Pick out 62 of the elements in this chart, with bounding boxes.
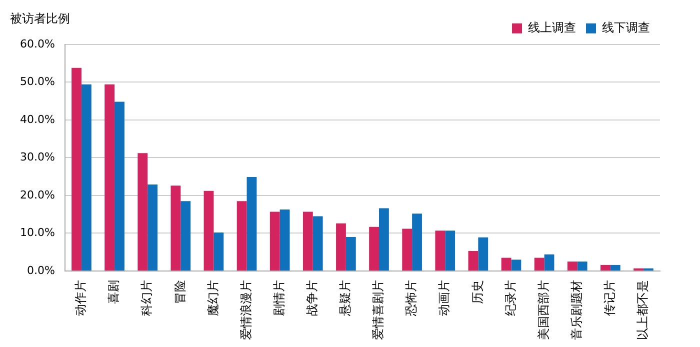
bar bbox=[544, 254, 554, 270]
bar bbox=[501, 258, 512, 270]
bar bbox=[81, 84, 92, 270]
bar bbox=[170, 186, 181, 270]
bar bbox=[280, 209, 290, 270]
x-tick-label: 美国西部片 bbox=[536, 280, 550, 340]
y-tick-label: 20.0% bbox=[20, 188, 55, 202]
x-tick-label: 喜剧 bbox=[106, 280, 121, 304]
y-tick-label: 40.0% bbox=[20, 112, 55, 126]
y-tick-label: 30.0% bbox=[20, 150, 55, 164]
x-tick-label: 以上都不是 bbox=[636, 280, 650, 340]
bar bbox=[114, 102, 124, 270]
bar bbox=[534, 258, 544, 270]
bar bbox=[180, 201, 191, 270]
legend-label: 线上调查 bbox=[528, 20, 576, 35]
bar bbox=[346, 237, 356, 270]
x-tick-label: 纪录片 bbox=[503, 280, 518, 316]
x-tick-label: 传记片 bbox=[602, 280, 617, 316]
bar bbox=[468, 250, 478, 270]
bar bbox=[577, 262, 588, 270]
y-tick-label: 10.0% bbox=[20, 226, 55, 240]
x-tick-label: 爱情喜剧片 bbox=[371, 280, 386, 340]
bar bbox=[72, 68, 82, 270]
legend-label: 线下调查 bbox=[602, 20, 650, 35]
x-tick-label: 魔幻片 bbox=[206, 280, 220, 316]
x-tick-label: 冒险 bbox=[172, 280, 187, 304]
bar bbox=[402, 228, 412, 270]
bar bbox=[369, 226, 379, 270]
bar bbox=[236, 201, 247, 270]
bar bbox=[435, 230, 446, 270]
bar bbox=[412, 214, 422, 270]
bar bbox=[445, 230, 456, 270]
bar bbox=[567, 262, 578, 270]
x-tick-label: 动画片 bbox=[437, 280, 452, 316]
y-tick-label: 50.0% bbox=[20, 75, 55, 88]
x-tick-label: 战争片 bbox=[305, 280, 320, 316]
x-tick-label: 科幻片 bbox=[140, 280, 154, 316]
bar bbox=[478, 237, 488, 270]
bar bbox=[302, 212, 313, 270]
bar bbox=[138, 153, 148, 270]
bar bbox=[600, 264, 610, 270]
x-tick-label: 动作片 bbox=[74, 280, 88, 316]
x-tick-label: 音乐剧题材 bbox=[569, 280, 584, 340]
bar bbox=[148, 184, 158, 270]
y-tick-label: 0.0% bbox=[26, 264, 55, 277]
x-tick-label: 剧情片 bbox=[272, 280, 286, 316]
bar bbox=[214, 232, 224, 270]
bar bbox=[511, 260, 522, 270]
y-tick-label: 60.0% bbox=[20, 37, 55, 50]
bar bbox=[379, 208, 389, 270]
bar bbox=[104, 84, 115, 270]
y-axis-title: 被访者比例 bbox=[10, 11, 70, 26]
bar bbox=[270, 212, 280, 270]
bar bbox=[204, 190, 214, 270]
x-tick-label: 悬疑片 bbox=[338, 280, 352, 317]
x-tick-label: 恐怖片 bbox=[404, 280, 418, 317]
bar bbox=[336, 223, 346, 270]
x-tick-label: 爱情浪漫片 bbox=[238, 280, 253, 340]
bar bbox=[312, 216, 323, 270]
bar bbox=[246, 176, 257, 270]
x-tick-label: 历史 bbox=[470, 280, 484, 304]
bar bbox=[610, 264, 620, 270]
